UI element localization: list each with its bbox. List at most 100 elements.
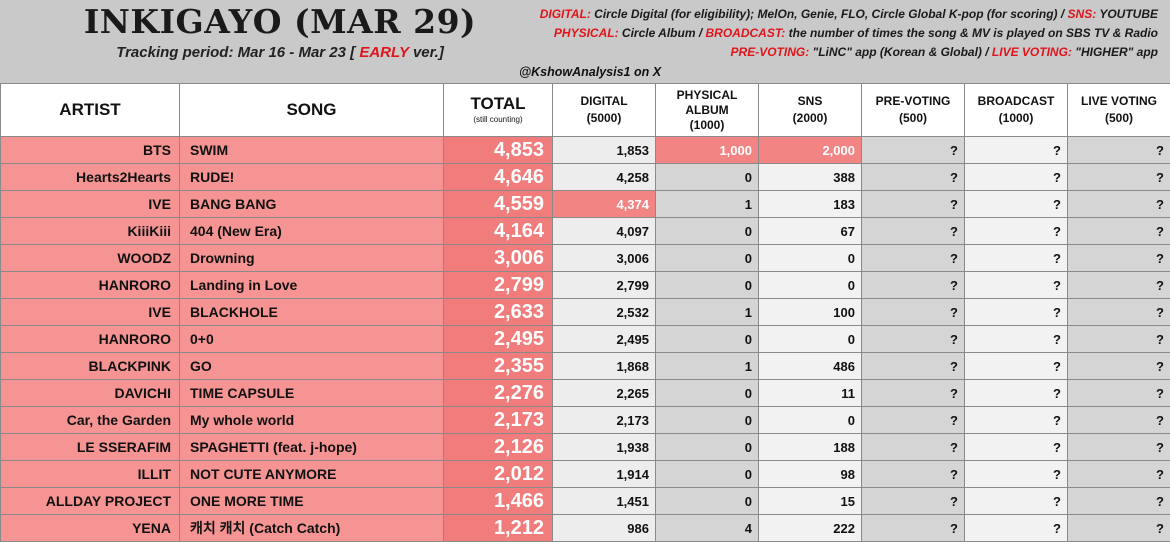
total-cell: 2,495	[444, 326, 553, 353]
physical-cell: 4	[656, 515, 759, 542]
sns-cell: 188	[759, 434, 862, 461]
col-digital-label: DIGITAL	[553, 93, 655, 110]
livevoting-cell: ?	[1068, 353, 1170, 380]
col-livevoting-sub: (500)	[1068, 110, 1170, 127]
prevoting-cell: ?	[862, 245, 965, 272]
digital-cell: 986	[553, 515, 656, 542]
sns-cell: 100	[759, 299, 862, 326]
digital-cell: 1,938	[553, 434, 656, 461]
digital-cell: 4,097	[553, 218, 656, 245]
broadcast-cell: ?	[965, 137, 1068, 164]
physical-cell: 0	[656, 326, 759, 353]
col-physical-sub: (1000)	[656, 118, 758, 133]
prevoting-cell: ?	[862, 461, 965, 488]
physical-cell: 0	[656, 488, 759, 515]
info-key: DIGITAL:	[540, 7, 591, 21]
artist-cell: ILLIT	[1, 461, 180, 488]
col-total-label: TOTAL	[470, 94, 525, 113]
chart-table: ARTIST SONG TOTAL(still counting) DIGITA…	[0, 83, 1170, 542]
livevoting-cell: ?	[1068, 461, 1170, 488]
song-cell: Drowning	[180, 245, 444, 272]
song-cell: TIME CAPSULE	[180, 380, 444, 407]
livevoting-cell: ?	[1068, 245, 1170, 272]
prevoting-cell: ?	[862, 515, 965, 542]
tracking-suffix: ver.]	[413, 44, 444, 61]
physical-cell: 1	[656, 353, 759, 380]
total-cell: 2,633	[444, 299, 553, 326]
col-livevoting-label: LIVE VOTING	[1068, 93, 1170, 110]
song-cell: My whole world	[180, 407, 444, 434]
artist-cell: IVE	[1, 299, 180, 326]
artist-cell: Car, the Garden	[1, 407, 180, 434]
digital-cell: 2,495	[553, 326, 656, 353]
sns-cell: 98	[759, 461, 862, 488]
info-key: PRE-VOTING:	[731, 45, 810, 59]
col-sns-sub: (2000)	[759, 110, 861, 127]
sns-cell: 11	[759, 380, 862, 407]
digital-cell: 2,799	[553, 272, 656, 299]
col-prevoting: PRE-VOTING(500)	[862, 84, 965, 137]
prevoting-cell: ?	[862, 380, 965, 407]
col-physical-label-1: PHYSICAL	[656, 88, 758, 103]
digital-cell: 1,914	[553, 461, 656, 488]
digital-cell: 1,868	[553, 353, 656, 380]
prevoting-cell: ?	[862, 137, 965, 164]
physical-cell: 0	[656, 245, 759, 272]
sns-cell: 0	[759, 407, 862, 434]
livevoting-cell: ?	[1068, 218, 1170, 245]
digital-cell: 1,451	[553, 488, 656, 515]
col-broadcast-label: BROADCAST	[965, 93, 1067, 110]
col-sns: SNS(2000)	[759, 84, 862, 137]
sns-cell: 15	[759, 488, 862, 515]
song-cell: BANG BANG	[180, 191, 444, 218]
sns-cell: 0	[759, 272, 862, 299]
prevoting-cell: ?	[862, 488, 965, 515]
livevoting-cell: ?	[1068, 164, 1170, 191]
info-value: "HIGHER" app	[1072, 45, 1158, 59]
col-physical-label-2: ALBUM	[656, 103, 758, 118]
author-handle: @KshowAnalysis1 on X	[440, 65, 740, 79]
page-title: INKIGAYO (MAR 29)	[0, 2, 560, 41]
sns-cell: 67	[759, 218, 862, 245]
total-cell: 4,164	[444, 218, 553, 245]
col-livevoting: LIVE VOTING(500)	[1068, 84, 1170, 137]
info-line-1: DIGITAL: Circle Digital (for eligibility…	[540, 7, 1158, 21]
physical-cell: 0	[656, 218, 759, 245]
info-line-3: PRE-VOTING: "LiNC" app (Korean & Global)…	[731, 45, 1158, 59]
broadcast-cell: ?	[965, 191, 1068, 218]
total-cell: 3,006	[444, 245, 553, 272]
sns-cell: 183	[759, 191, 862, 218]
sns-cell: 222	[759, 515, 862, 542]
info-value: Circle Digital (for eligibility); MelOn,…	[591, 7, 1068, 21]
info-key: PHYSICAL:	[554, 26, 619, 40]
col-broadcast-sub: (1000)	[965, 110, 1067, 127]
sns-cell: 0	[759, 245, 862, 272]
broadcast-cell: ?	[965, 164, 1068, 191]
broadcast-cell: ?	[965, 407, 1068, 434]
total-cell: 1,212	[444, 515, 553, 542]
total-cell: 4,853	[444, 137, 553, 164]
col-song: SONG	[180, 84, 444, 137]
col-total: TOTAL(still counting)	[444, 84, 553, 137]
artist-cell: DAVICHI	[1, 380, 180, 407]
digital-cell: 4,374	[553, 191, 656, 218]
livevoting-cell: ?	[1068, 434, 1170, 461]
song-cell: 404 (New Era)	[180, 218, 444, 245]
broadcast-cell: ?	[965, 299, 1068, 326]
broadcast-cell: ?	[965, 461, 1068, 488]
info-key: SNS:	[1068, 7, 1097, 21]
artist-cell: HANRORO	[1, 326, 180, 353]
sns-cell: 0	[759, 326, 862, 353]
info-value: the number of times the song & MV is pla…	[785, 26, 1158, 40]
song-cell: GO	[180, 353, 444, 380]
col-digital: DIGITAL(5000)	[553, 84, 656, 137]
physical-cell: 0	[656, 434, 759, 461]
livevoting-cell: ?	[1068, 407, 1170, 434]
broadcast-cell: ?	[965, 353, 1068, 380]
prevoting-cell: ?	[862, 353, 965, 380]
